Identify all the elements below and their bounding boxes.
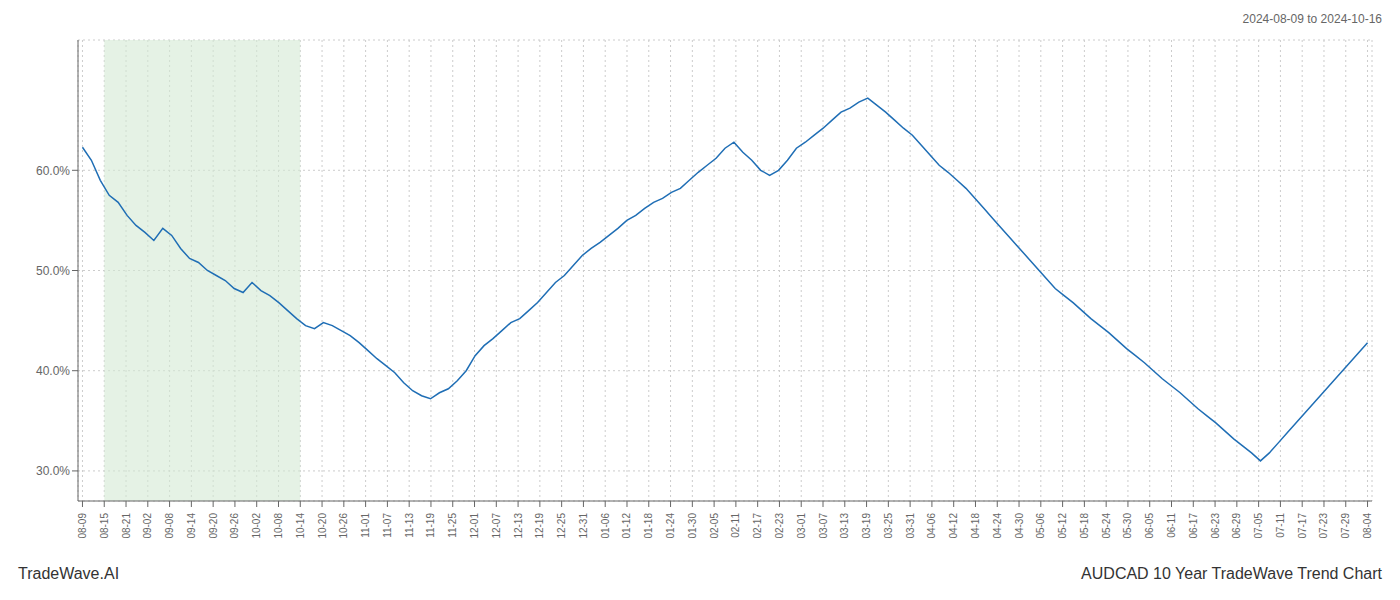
svg-text:09-20: 09-20 — [208, 513, 219, 539]
svg-text:10-20: 10-20 — [317, 513, 328, 539]
svg-text:10-26: 10-26 — [338, 513, 349, 539]
svg-text:12-13: 12-13 — [513, 513, 524, 539]
svg-text:04-18: 04-18 — [970, 513, 981, 539]
html-text:AUDCAD 10 Year TradeWave Trend: AUDCAD 10 Year TradeWave Trend Chart — [1081, 565, 1382, 582]
svg-text:04-06: 04-06 — [926, 513, 937, 539]
svg-text:30.0%: 30.0% — [36, 464, 70, 478]
svg-text:12-31: 12-31 — [578, 513, 589, 539]
svg-text:11-19: 11-19 — [425, 513, 436, 538]
svg-text:60.0%: 60.0% — [36, 164, 70, 178]
svg-text:12-19: 12-19 — [534, 513, 545, 539]
svg-text:50.0%: 50.0% — [36, 264, 70, 278]
svg-text:03-07: 03-07 — [818, 513, 829, 539]
svg-text:01-06: 01-06 — [600, 513, 611, 539]
svg-text:12-01: 12-01 — [469, 513, 480, 539]
svg-text:03-13: 03-13 — [839, 513, 850, 539]
svg-text:11-07: 11-07 — [382, 513, 393, 538]
svg-text:11-13: 11-13 — [404, 513, 415, 538]
svg-text:08-04: 08-04 — [1362, 513, 1373, 539]
svg-text:10-02: 10-02 — [251, 513, 262, 539]
svg-text:10-08: 10-08 — [273, 513, 284, 539]
svg-text:40.0%: 40.0% — [36, 364, 70, 378]
svg-text:07-23: 07-23 — [1318, 513, 1329, 539]
html-text:2024-08-09 to 2024-10-16: 2024-08-09 to 2024-10-16 — [1242, 12, 1382, 26]
svg-text:07-17: 07-17 — [1297, 513, 1308, 539]
svg-text:05-06: 05-06 — [1035, 513, 1046, 539]
svg-text:09-14: 09-14 — [186, 513, 197, 539]
svg-text:09-02: 09-02 — [142, 513, 153, 539]
svg-text:06-05: 06-05 — [1144, 513, 1155, 539]
svg-text:12-25: 12-25 — [556, 513, 567, 539]
svg-text:01-24: 01-24 — [665, 513, 676, 539]
svg-text:05-24: 05-24 — [1101, 513, 1112, 539]
svg-text:07-29: 07-29 — [1340, 513, 1351, 539]
svg-text:02-23: 02-23 — [774, 513, 785, 539]
svg-text:05-12: 05-12 — [1057, 513, 1068, 539]
svg-text:07-11: 07-11 — [1275, 513, 1286, 538]
svg-text:07-05: 07-05 — [1253, 513, 1264, 539]
svg-text:03-01: 03-01 — [796, 513, 807, 539]
svg-text:04-24: 04-24 — [992, 513, 1003, 539]
svg-text:11-25: 11-25 — [447, 513, 458, 538]
svg-text:05-18: 05-18 — [1079, 513, 1090, 539]
svg-text:03-31: 03-31 — [905, 513, 916, 539]
svg-text:09-08: 09-08 — [164, 513, 175, 539]
svg-text:01-12: 01-12 — [621, 513, 632, 539]
svg-text:02-11: 02-11 — [730, 513, 741, 538]
svg-text:05-30: 05-30 — [1122, 513, 1133, 539]
svg-text:04-30: 04-30 — [1014, 513, 1025, 539]
svg-text:09-26: 09-26 — [229, 513, 240, 539]
svg-text:10-14: 10-14 — [295, 513, 306, 539]
svg-text:02-05: 02-05 — [709, 513, 720, 539]
svg-text:08-09: 08-09 — [77, 513, 88, 539]
svg-text:04-12: 04-12 — [948, 513, 959, 539]
html-text:TradeWave.AI: TradeWave.AI — [18, 565, 120, 582]
svg-text:06-17: 06-17 — [1188, 513, 1199, 539]
svg-text:03-19: 03-19 — [861, 513, 872, 539]
svg-text:01-18: 01-18 — [643, 513, 654, 539]
svg-text:01-30: 01-30 — [687, 513, 698, 539]
svg-text:02-17: 02-17 — [752, 513, 763, 539]
svg-text:06-23: 06-23 — [1210, 513, 1221, 539]
svg-text:06-29: 06-29 — [1231, 513, 1242, 539]
svg-text:08-21: 08-21 — [121, 513, 132, 539]
svg-text:08-15: 08-15 — [99, 513, 110, 539]
svg-text:11-01: 11-01 — [360, 513, 371, 538]
svg-text:03-25: 03-25 — [883, 513, 894, 539]
svg-text:12-07: 12-07 — [491, 513, 502, 539]
svg-text:06-11: 06-11 — [1166, 513, 1177, 538]
